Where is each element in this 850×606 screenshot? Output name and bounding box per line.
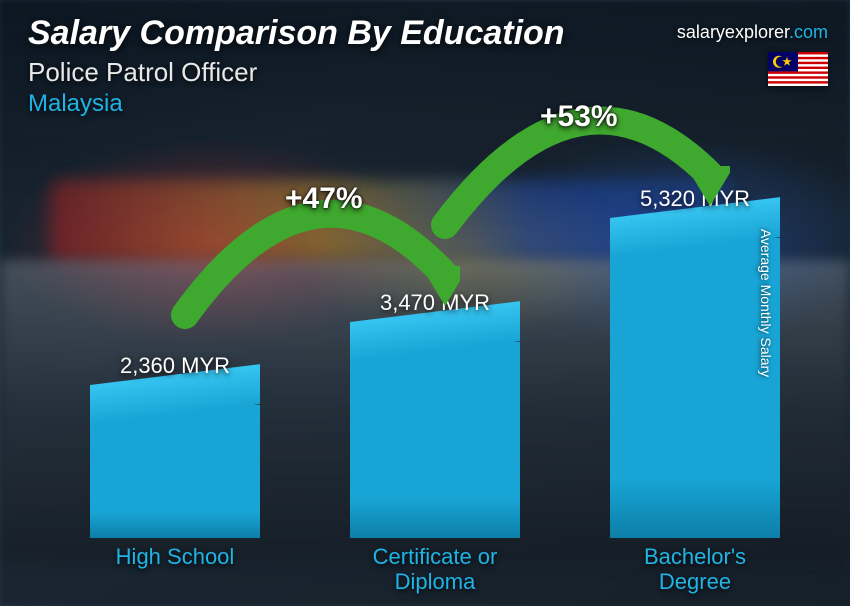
bar-front-face xyxy=(610,238,780,538)
percent-increase-badge: +47% xyxy=(285,182,363,216)
bar-group: 5,320 MYRBachelor'sDegree xyxy=(610,238,780,538)
bar-front-face xyxy=(350,342,520,538)
salary-chart: 2,360 MYRHigh School3,470 MYRCertificate… xyxy=(60,140,790,586)
country-name: Malaysia xyxy=(28,90,830,118)
bar-group: 2,360 MYRHigh School xyxy=(90,405,260,538)
brand-suffix: .com xyxy=(789,22,828,42)
bar-value-label: 2,360 MYR xyxy=(90,353,260,379)
brand-name: salaryexplorer xyxy=(677,22,789,42)
bar-category-label: Certificate orDiploma xyxy=(350,544,520,595)
bar-group: 3,470 MYRCertificate orDiploma xyxy=(350,342,520,538)
y-axis-label: Average Monthly Salary xyxy=(758,229,774,377)
job-title: Police Patrol Officer xyxy=(28,57,830,88)
malaysia-flag-icon xyxy=(768,52,828,86)
bar: 3,470 MYR xyxy=(350,342,520,538)
bar: 5,320 MYR xyxy=(610,238,780,538)
bar-category-label: High School xyxy=(90,544,260,569)
brand-label: salaryexplorer.com xyxy=(677,22,828,43)
bar-front-face xyxy=(90,405,260,538)
bar: 2,360 MYR xyxy=(90,405,260,538)
bar-category-label: Bachelor'sDegree xyxy=(610,544,780,595)
